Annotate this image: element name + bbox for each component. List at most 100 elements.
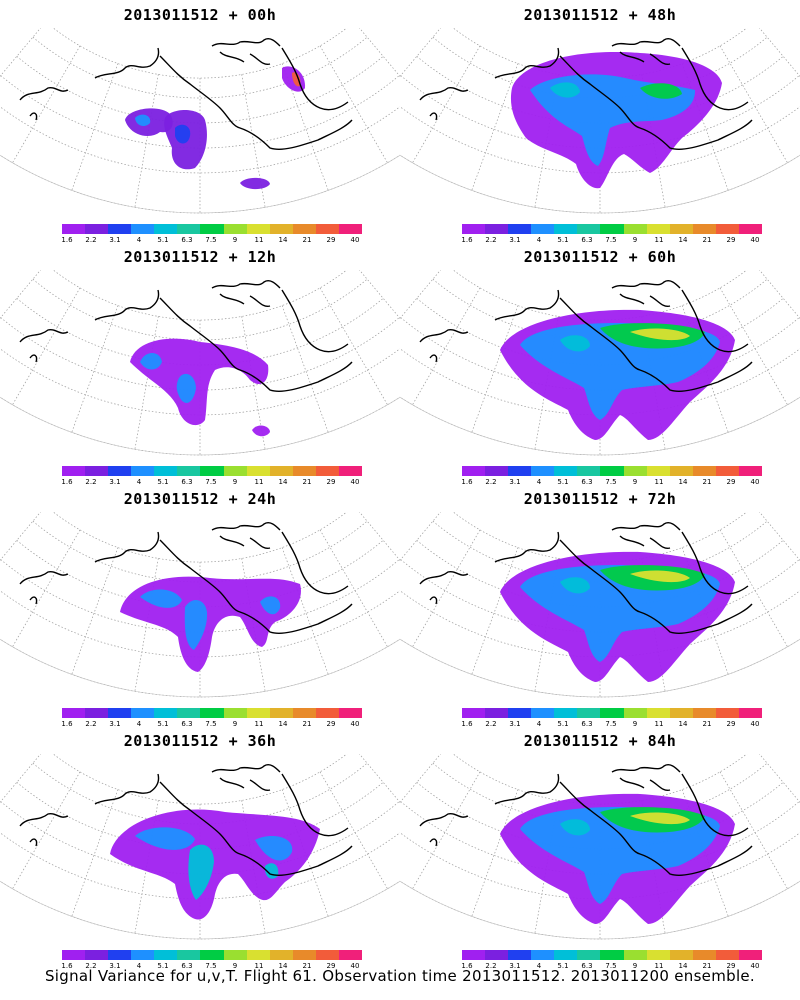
- colorbar-tick-label: 40: [750, 478, 760, 486]
- colorbar-tick-label: 9: [232, 962, 238, 970]
- colorbar-segment: [600, 708, 624, 718]
- colorbar-tick-label: 2.2: [485, 962, 497, 970]
- colorbar-segment: [200, 466, 224, 476]
- colorbar-tick-label: 11: [654, 720, 664, 728]
- colorbar-segment: [131, 708, 155, 718]
- colorbar-tick-label: 14: [278, 236, 288, 244]
- colorbar-segment: [177, 708, 201, 718]
- colorbar-tick-label: 7.5: [605, 478, 617, 486]
- colorbar-tick-label: 5.1: [157, 236, 169, 244]
- colorbar-tick-label: 29: [726, 236, 736, 244]
- colorbar-segment: [485, 950, 509, 960]
- map-panel-48h: 2013011512 + 48h 1.6 2.2 3.1 4 5.1 6.3 7.5 9 11 14…: [400, 0, 800, 250]
- colorbar-segment: [577, 708, 601, 718]
- colorbar-labels: 1.6 2.2 3.1 4 5.1 6.3 7.5 9 11 14 21 29 40: [453, 236, 773, 246]
- colorbar-tick-label: 7.5: [205, 236, 217, 244]
- colorbar-tick-label: 5.1: [157, 720, 169, 728]
- colorbar-labels: 1.6 2.2 3.1 4 5.1 6.3 7.5 9 11 14 21 29 40: [453, 720, 773, 730]
- colorbar-tick-label: 1.6: [461, 236, 473, 244]
- variance-field: [500, 309, 735, 440]
- colorbar-tick-label: 5.1: [157, 962, 169, 970]
- colorbar-tick-label: 4: [536, 720, 542, 728]
- colorbar-tick-label: 14: [278, 962, 288, 970]
- colorbar-tick-label: 14: [278, 478, 288, 486]
- colorbar-segment: [531, 708, 555, 718]
- colorbar-segment: [108, 224, 132, 234]
- colorbar: [62, 224, 363, 236]
- colorbar-segment: [315, 224, 339, 234]
- colorbar-segment: [646, 950, 670, 960]
- colorbar-tick-label: 3.1: [509, 720, 521, 728]
- colorbar-segment: [315, 708, 339, 718]
- colorbar-segment: [600, 466, 624, 476]
- colorbar-tick-label: 3.1: [109, 236, 121, 244]
- colorbar-segment: [646, 466, 670, 476]
- colorbar-segment: [554, 466, 578, 476]
- colorbar-tick-label: 14: [678, 236, 688, 244]
- colorbar-segment: [692, 224, 716, 234]
- colorbar-segment: [177, 224, 201, 234]
- colorbar-tick-label: 29: [326, 962, 336, 970]
- colorbar-segment: [223, 224, 247, 234]
- colorbar-tick-label: 14: [278, 720, 288, 728]
- colorbar-segment: [715, 224, 739, 234]
- colorbar-tick-label: 21: [702, 720, 712, 728]
- colorbar-segment: [200, 224, 224, 234]
- colorbar-labels: 1.6 2.2 3.1 4 5.1 6.3 7.5 9 11 14 21 29 40: [453, 478, 773, 488]
- colorbar: [462, 708, 763, 720]
- colorbar-segment: [338, 708, 363, 718]
- map-panel-24h: 2013011512 + 24h 1.6 2.2 3.1 4 5.1 6.3 7.5 9 11 14…: [0, 484, 400, 734]
- colorbar-segment: [600, 224, 624, 234]
- colorbar-tick-label: 6.3: [581, 962, 593, 970]
- colorbar-segment: [715, 708, 739, 718]
- colorbar-tick-label: 6.3: [581, 478, 593, 486]
- panel-title: 2013011512 + 24h: [123, 490, 277, 508]
- colorbar-tick-label: 14: [678, 478, 688, 486]
- colorbar-tick-label: 1.6: [461, 962, 473, 970]
- colorbar-tick-label: 21: [302, 962, 312, 970]
- colorbar-tick-label: 3.1: [509, 236, 521, 244]
- figure-caption: Signal Variance for u,v,T. Flight 61. Ob…: [44, 967, 756, 985]
- colorbar-tick-label: 9: [232, 236, 238, 244]
- colorbar-tick-label: 29: [726, 962, 736, 970]
- colorbar-tick-label: 6.3: [181, 962, 193, 970]
- colorbar-segment: [508, 224, 532, 234]
- colorbar-segment: [554, 708, 578, 718]
- colorbar-tick-label: 3.1: [509, 962, 521, 970]
- colorbar-segment: [623, 708, 647, 718]
- colorbar-segment: [131, 224, 155, 234]
- colorbar-tick-label: 2.2: [485, 236, 497, 244]
- colorbar-tick-label: 1.6: [61, 236, 73, 244]
- colorbar-tick-label: 9: [632, 236, 638, 244]
- colorbar-tick-label: 11: [654, 962, 664, 970]
- colorbar-tick-label: 29: [326, 236, 336, 244]
- colorbar-tick-label: 7.5: [205, 720, 217, 728]
- colorbar-tick-label: 4: [136, 720, 142, 728]
- colorbar-tick-label: 11: [254, 962, 264, 970]
- colorbar-segment: [85, 708, 109, 718]
- colorbar-labels: 1.6 2.2 3.1 4 5.1 6.3 7.5 9 11 14 21 29 40: [53, 962, 373, 972]
- coastlines: [19, 521, 353, 634]
- graticule: [0, 28, 400, 214]
- colorbar-segment: [715, 466, 739, 476]
- colorbar-tick-label: 4: [536, 962, 542, 970]
- map-plot: [0, 28, 400, 214]
- colorbar-tick-label: 40: [350, 720, 360, 728]
- colorbar-segment: [131, 950, 155, 960]
- colorbar-segment: [738, 466, 763, 476]
- colorbar-segment: [62, 950, 86, 960]
- map-panel-72h: 2013011512 + 72h 1.6 2.2 3.1 4 5.1 6.3 7.5 9 11 14…: [400, 484, 800, 734]
- colorbar-tick-label: 5.1: [557, 962, 569, 970]
- colorbar-tick-label: 9: [632, 962, 638, 970]
- colorbar-tick-label: 40: [750, 236, 760, 244]
- colorbar-segment: [292, 224, 316, 234]
- colorbar-segment: [738, 224, 763, 234]
- map-plot: [400, 754, 800, 940]
- colorbar-tick-label: 9: [232, 720, 238, 728]
- colorbar-tick-label: 1.6: [61, 478, 73, 486]
- colorbar-tick-label: 5.1: [557, 720, 569, 728]
- colorbar-tick-label: 29: [726, 478, 736, 486]
- panel-title: 2013011512 + 36h: [123, 732, 277, 750]
- colorbar-tick-label: 4: [136, 236, 142, 244]
- colorbar-labels: 1.6 2.2 3.1 4 5.1 6.3 7.5 9 11 14 21 29 40: [53, 236, 373, 246]
